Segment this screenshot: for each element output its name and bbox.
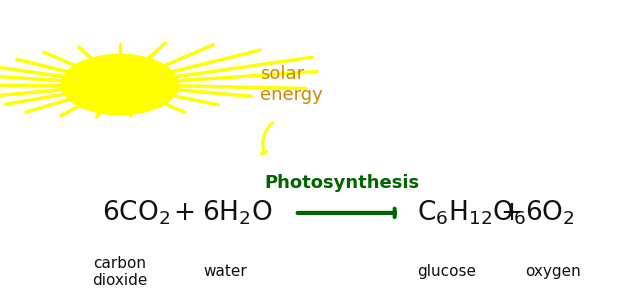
Text: $\mathregular{6H_2O}$: $\mathregular{6H_2O}$ — [202, 199, 272, 227]
Text: Photosynthesis: Photosynthesis — [264, 174, 419, 192]
Text: solar
energy: solar energy — [260, 65, 322, 104]
Text: oxygen: oxygen — [525, 264, 581, 279]
Text: $\mathregular{6CO_2}$: $\mathregular{6CO_2}$ — [102, 199, 170, 227]
Text: water: water — [203, 264, 247, 279]
Text: $\mathregular{+}$: $\mathregular{+}$ — [500, 200, 522, 226]
Text: carbon
dioxide: carbon dioxide — [92, 255, 148, 288]
Circle shape — [62, 54, 178, 115]
Text: glucose: glucose — [417, 264, 476, 279]
Text: $\mathregular{+}$: $\mathregular{+}$ — [174, 200, 195, 226]
Text: $\mathregular{C_6H_{12}O_6}$: $\mathregular{C_6H_{12}O_6}$ — [417, 199, 527, 227]
Text: $\mathregular{6O_2}$: $\mathregular{6O_2}$ — [525, 199, 575, 227]
